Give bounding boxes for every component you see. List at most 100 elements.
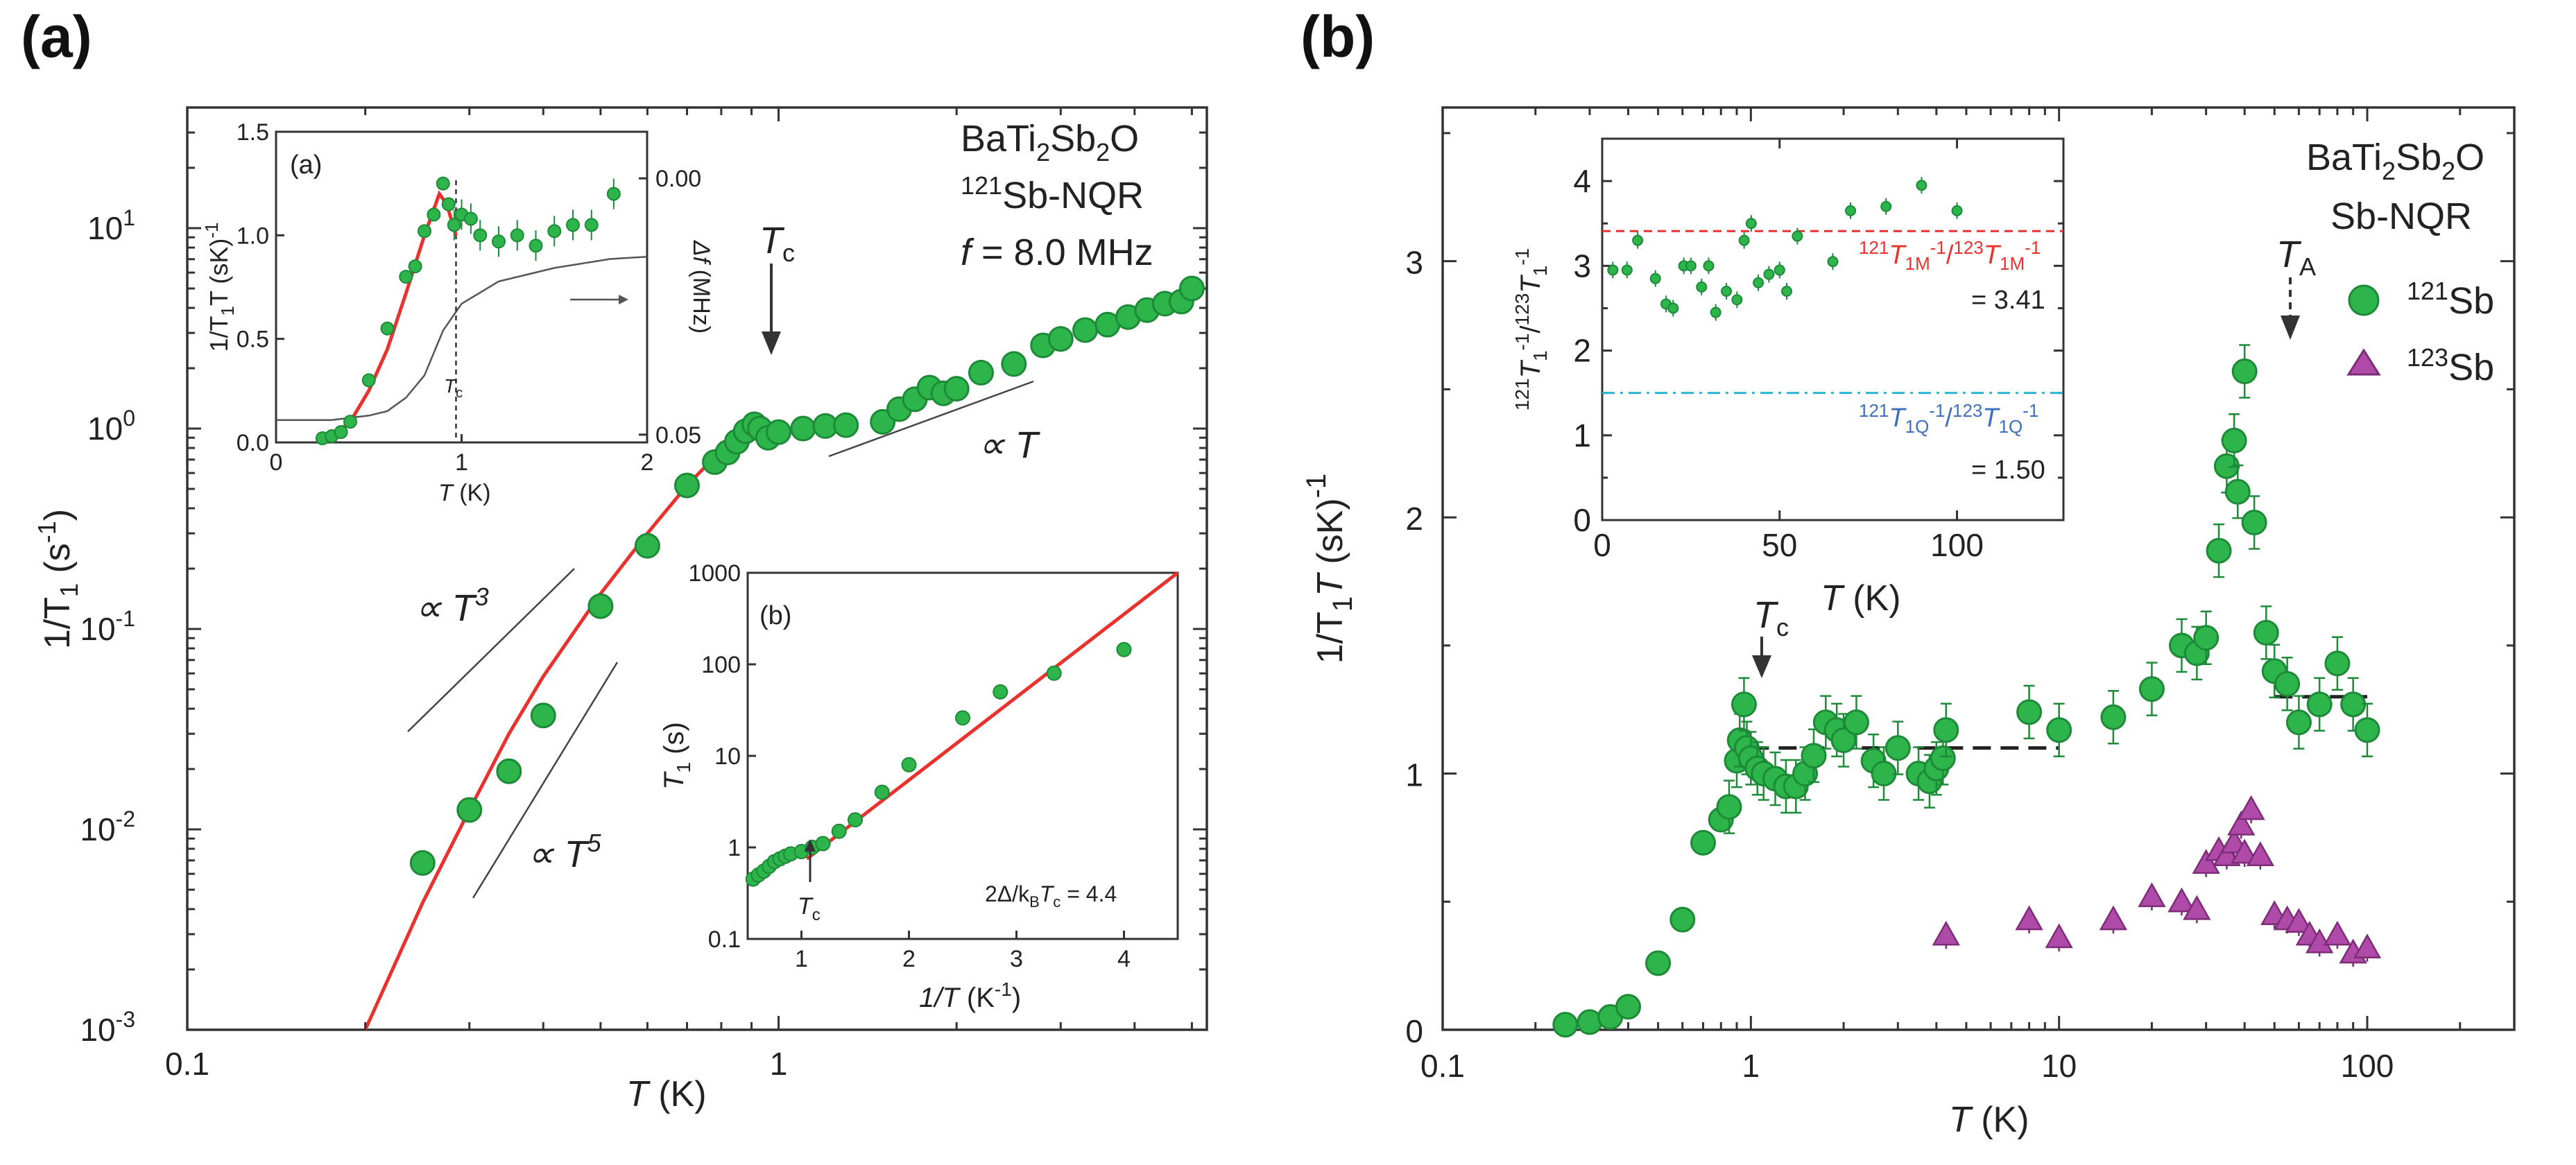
inset-a-right-tick-label: 0.05 [655,422,701,449]
inset-a-ticks: 0 1 2 0.0 0.5 1.0 1.5 0.00 0.05 [237,119,701,476]
data-point-123sb [2167,887,2196,913]
panel-b-inset-ylabel: 121T1-1/123T1-1 [1511,248,1551,411]
panel-a-ylabel: 1/T1 (s-1) [33,509,83,649]
inset-cyan-label: 121T1Q-1/123T1Q-1 [1859,400,2038,437]
inset-b-y-tick-label: 0.1 [708,926,741,953]
data-point-123sb [2045,923,2073,949]
panel-b-xlabel: T (K) [1949,1100,2029,1140]
legend-b-method: Sb-NQR [2330,196,2472,237]
inset-b-y-tick-label: 100 [701,652,741,678]
inset-a-y-tick-label: 0.5 [237,327,269,353]
data-point-121sb [2193,625,2219,651]
inset-b2-point [1845,205,1857,216]
prop-t-label: ∝ T [978,424,1041,466]
panel-b-ylabel: 1/T1T (sK)-1 [1301,474,1358,664]
inset-a-right-arrowhead [619,295,628,304]
data-point-121sb [2241,510,2267,535]
inset-a-point [418,224,431,239]
inset-b2-point [1745,218,1757,230]
inset-b2-point [1827,256,1839,268]
inset-a-ylabel: 1/T1T (sK)-1 [201,223,238,352]
panel-b-axes-frame [1441,106,2516,1031]
prop-t3-label: ∝ T3 [415,582,489,629]
inset-b-y-tick-label: 1 [728,835,741,861]
inset-b-point [848,812,863,828]
inset-a-point [447,218,461,232]
inset-b2-point [1621,264,1633,276]
data-point-121sb [1716,794,1742,820]
inset-b-ylabel: T1 (s) [659,722,694,790]
inset-red-label: 121T1M-1/123T1M-1 [1859,237,2041,274]
data-point-121sb [1884,735,1911,761]
data-point-123sb [2237,795,2265,820]
inset-b-ticks: 1 2 3 4 0.1 1 10 100 1000 [688,560,1131,972]
data-point-123sb [2227,810,2256,836]
data-point-121sb [1871,761,1897,787]
data-point-123sb [1932,920,1960,946]
inset-b2-point [1753,277,1764,288]
inset-b-panel-label: (b) [759,601,791,630]
x-tick-label-a: 1 [770,1046,788,1082]
inset-a-x-tick-label: 0 [270,449,283,476]
inset-b2-y-tick-label: 3 [1573,248,1591,284]
inset-b-gap-text: 2Δ/kBTc = 4.4 [985,881,1117,911]
y-tick-label-a: 10-2 [80,806,135,847]
inset-a-right-tick-label: 0.00 [655,166,701,192]
data-point-123sb [2285,908,2313,933]
panel-b-inset-xlabel: T (K) [1821,578,1901,619]
prop-t-line [828,380,1034,458]
legend-b-circle-marker [2348,284,2380,316]
inset-b-point [1116,641,1132,657]
inset-red-value: = 3.41 [1971,286,2045,315]
data-point-121sb [1731,691,1757,718]
inset-b2-point [1774,264,1785,276]
inset-b2-y-tick-label: 1 [1573,417,1591,454]
panel-a-inset-a: 0 1 2 0.0 0.5 1.0 1.5 0.00 0.05 (a) T (K) 1/T1T … [201,119,714,506]
x-tick-label-b: 100 [2341,1048,2394,1084]
data-point-a [1047,326,1074,352]
prop-t3-line [407,568,575,732]
data-point-121sb [2100,704,2127,730]
inset-a-x-tick-label: 1 [455,449,468,476]
tc-arrowhead-b [1752,655,1771,678]
panel-b-inset-ticks: 0 50 100 0 1 2 3 4 [1573,137,2063,563]
y-tick-label-b: 1 [1405,757,1423,793]
inset-a-frame [275,130,649,444]
inset-b2-point [1607,264,1619,276]
data-point-121sb [1830,727,1857,754]
inset-b2-point [1916,180,1927,191]
data-point-123sb [2231,838,2259,864]
inset-a-y-tick-label: 1.5 [237,119,269,146]
data-point-123sb [2246,841,2275,867]
inset-a-point [361,373,376,388]
panel-a-xlabel: T (K) [626,1074,707,1114]
y-tick-label-b: 2 [1405,501,1423,537]
legend-a-compound: BaTi2Sb2O [961,118,1139,166]
data-point-121sb [2253,619,2279,646]
panel-b-label: (b) [1300,4,1375,69]
inset-a-point [441,197,456,212]
legend-a-method: 121Sb-NQR [961,171,1144,216]
data-point-a [673,472,700,499]
data-point-121sb [2231,359,2258,385]
inset-a-point [492,234,506,249]
panel-b-inset-frame [1601,137,2065,521]
data-point-121sb [1933,717,1959,743]
inset-b2-y-tick-label: 0 [1573,502,1591,538]
y-tick-label-b: 0 [1405,1013,1423,1049]
legend-b-compound: BaTi2Sb2O [2306,137,2484,185]
data-point-a [833,412,859,438]
inset-a-y-tick-label: 1.0 [237,223,269,249]
inset-a-point [380,321,395,336]
tc-label-a: Tc [759,220,795,267]
data-point-121sb [2306,691,2333,718]
inset-b-frame [746,571,1179,940]
inset-a-point [427,207,441,222]
inset-b2-y-tick-label: 4 [1573,163,1591,199]
y-tick-label-a: 10-1 [80,606,135,647]
data-point-121sb [2340,691,2367,718]
prop-t5-line [472,662,619,899]
